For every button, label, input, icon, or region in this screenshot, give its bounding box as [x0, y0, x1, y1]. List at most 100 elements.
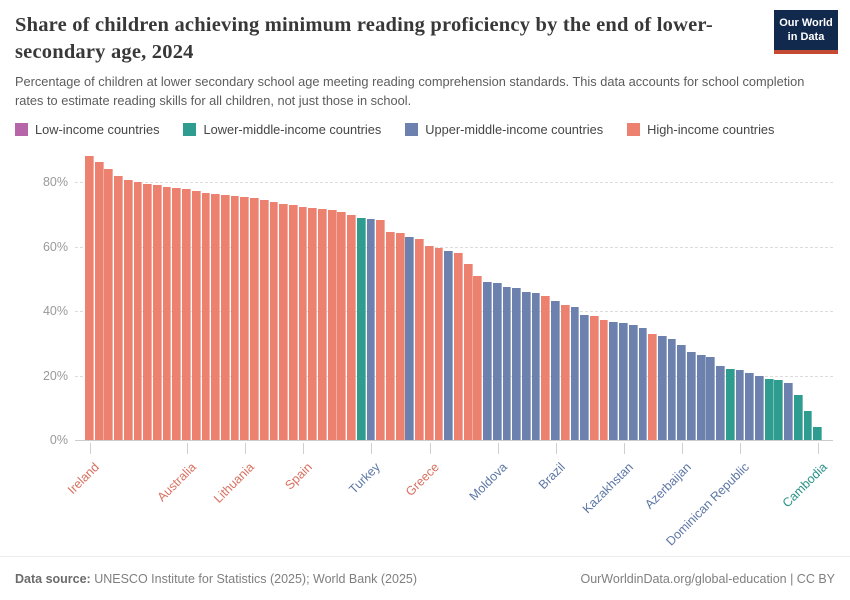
- chart-subtitle: Percentage of children at lower secondar…: [15, 74, 805, 109]
- x-tick-turkey: [371, 443, 373, 454]
- bar-country-rank-39[interactable]: [454, 253, 463, 440]
- bar-cambodia[interactable]: [813, 426, 823, 440]
- bar-country-rank-40[interactable]: [463, 264, 473, 440]
- bar-brazil[interactable]: [551, 301, 560, 440]
- bar-country-rank-20[interactable]: [269, 201, 279, 440]
- upper-middle-income-swatch-icon: [405, 123, 419, 136]
- bar-country-rank-66[interactable]: [716, 366, 725, 440]
- bar-country-rank-5[interactable]: [123, 180, 133, 440]
- bar-country-rank-64[interactable]: [696, 355, 706, 440]
- bar-country-rank-2[interactable]: [94, 162, 104, 440]
- bar-country-rank-63[interactable]: [687, 351, 696, 440]
- bar-spain[interactable]: [298, 206, 308, 440]
- bar-country-rank-8[interactable]: [152, 185, 162, 440]
- x-tick-spain: [303, 443, 305, 454]
- y-axis-label-60: 60%: [42, 239, 68, 254]
- bar-country-rank-6[interactable]: [133, 182, 143, 440]
- bar-country-rank-44[interactable]: [502, 287, 512, 440]
- bar-australia[interactable]: [182, 189, 191, 440]
- owid-logo: Our World in Data: [774, 10, 838, 54]
- bar-country-rank-24[interactable]: [308, 207, 318, 440]
- bar-dominican-republic[interactable]: [735, 370, 745, 440]
- bar-country-rank-45[interactable]: [512, 288, 522, 440]
- bar-country-rank-27[interactable]: [337, 212, 347, 440]
- bar-country-rank-25[interactable]: [318, 209, 327, 440]
- bar-country-rank-60[interactable]: [657, 336, 667, 440]
- bar-country-rank-10[interactable]: [172, 187, 182, 440]
- x-tick-cambodia: [818, 443, 820, 454]
- bar-country-rank-3[interactable]: [104, 169, 114, 440]
- footer: Data source: UNESCO Institute for Statis…: [0, 556, 850, 600]
- bar-country-rank-28[interactable]: [347, 214, 356, 440]
- bar-country-rank-15[interactable]: [220, 194, 230, 440]
- bar-country-rank-55[interactable]: [609, 321, 619, 440]
- bar-country-rank-58[interactable]: [638, 327, 648, 440]
- bar-country-rank-69[interactable]: [745, 372, 755, 440]
- bar-country-rank-71[interactable]: [764, 378, 774, 440]
- y-axis-label-20: 20%: [42, 368, 68, 383]
- bar-country-rank-54[interactable]: [599, 320, 609, 440]
- bar-country-rank-51[interactable]: [570, 307, 580, 440]
- bar-country-rank-52[interactable]: [580, 314, 590, 440]
- bar-azerbaijan[interactable]: [677, 344, 687, 440]
- bar-country-rank-42[interactable]: [483, 281, 492, 440]
- bar-country-rank-16[interactable]: [230, 195, 240, 440]
- bar-moldova[interactable]: [492, 282, 502, 440]
- legend-item-low-income[interactable]: Low-income countries: [15, 122, 159, 137]
- bar-country-rank-48[interactable]: [541, 295, 551, 440]
- data-source-label: Data source:: [15, 571, 91, 586]
- x-tick-lithuania: [245, 443, 247, 454]
- owid-logo-box: Our World in Data: [774, 10, 838, 50]
- bar-country-rank-67[interactable]: [725, 369, 735, 440]
- owid-logo-line2: in Data: [787, 31, 825, 44]
- bar-ireland[interactable]: [85, 155, 94, 440]
- bar-country-rank-21[interactable]: [279, 203, 288, 440]
- bar-country-rank-38[interactable]: [444, 251, 454, 440]
- bar-country-rank-47[interactable]: [531, 293, 541, 440]
- bar-country-rank-13[interactable]: [201, 192, 211, 440]
- bar-country-rank-65[interactable]: [706, 357, 716, 440]
- bar-country-rank-9[interactable]: [162, 186, 172, 440]
- bar-country-rank-57[interactable]: [628, 324, 638, 440]
- bar-country-rank-53[interactable]: [589, 316, 599, 440]
- bar-country-rank-70[interactable]: [755, 376, 764, 440]
- bar-country-rank-18[interactable]: [250, 198, 259, 440]
- bar-lithuania[interactable]: [240, 196, 250, 440]
- bar-country-rank-33[interactable]: [395, 232, 405, 440]
- footer-license-link[interactable]: OurWorldinData.org/global-education | CC…: [580, 571, 835, 586]
- bar-country-rank-46[interactable]: [521, 291, 531, 440]
- bar-country-rank-50[interactable]: [560, 304, 570, 440]
- bar-kazakhstan[interactable]: [619, 323, 628, 440]
- bar-country-rank-29[interactable]: [356, 218, 366, 440]
- y-axis-label-80: 80%: [42, 175, 68, 189]
- y-axis-label-0: 0%: [49, 433, 68, 447]
- bar-country-rank-4[interactable]: [114, 175, 123, 440]
- bar-country-rank-41[interactable]: [473, 275, 483, 440]
- page-title: Share of children achieving minimum read…: [15, 14, 713, 64]
- bar-country-rank-59[interactable]: [648, 333, 657, 440]
- bar-country-rank-7[interactable]: [143, 183, 153, 440]
- bar-greece[interactable]: [424, 245, 434, 440]
- bar-country-rank-74[interactable]: [793, 395, 803, 440]
- bar-country-rank-32[interactable]: [386, 231, 395, 440]
- bar-country-rank-31[interactable]: [376, 220, 386, 440]
- bar-country-rank-12[interactable]: [191, 191, 201, 440]
- bar-country-rank-72[interactable]: [774, 380, 784, 440]
- data-source-value: UNESCO Institute for Statistics (2025); …: [90, 571, 418, 586]
- legend-item-high-income[interactable]: High-income countries: [627, 122, 774, 137]
- bar-country-rank-26[interactable]: [327, 210, 337, 440]
- bar-country-rank-35[interactable]: [415, 238, 424, 440]
- bar-country-rank-22[interactable]: [288, 205, 298, 440]
- bar-country-rank-19[interactable]: [259, 200, 269, 440]
- x-tick-ireland: [89, 443, 91, 454]
- bar-country-rank-34[interactable]: [405, 236, 415, 440]
- bar-country-rank-73[interactable]: [784, 383, 793, 440]
- bar-country-rank-75[interactable]: [803, 410, 813, 440]
- bar-country-rank-37[interactable]: [434, 248, 444, 440]
- legend-item-upper-middle-income[interactable]: Upper-middle-income countries: [405, 122, 603, 137]
- bar-turkey[interactable]: [366, 218, 376, 440]
- bar-country-rank-14[interactable]: [211, 193, 221, 440]
- lower-middle-income-swatch-icon: [183, 123, 197, 136]
- bar-country-rank-61[interactable]: [667, 339, 677, 440]
- legend-item-lower-middle-income[interactable]: Lower-middle-income countries: [183, 122, 381, 137]
